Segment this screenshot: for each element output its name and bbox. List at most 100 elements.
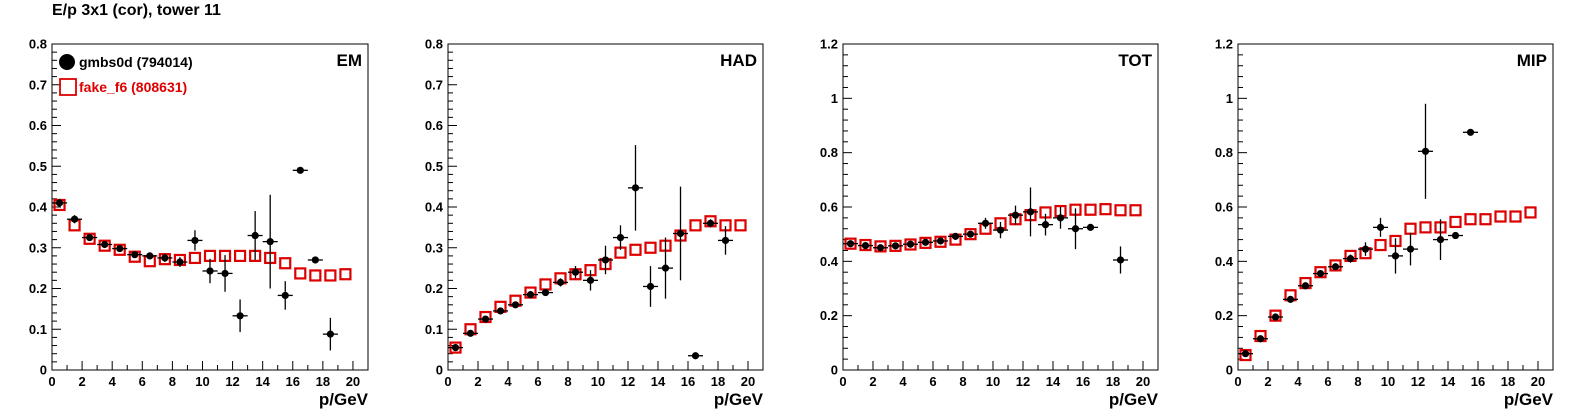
data-point-filled-circle bbox=[1271, 313, 1280, 321]
x-tick-label: 4 bbox=[899, 374, 907, 389]
data-point-open-square bbox=[1239, 348, 1252, 362]
y-tick-label: 0.2 bbox=[425, 281, 443, 296]
x-tick-label: 16 bbox=[1076, 374, 1090, 389]
page-title: E/p 3x1 (cor), tower 11 bbox=[52, 2, 221, 19]
data-point-filled-circle bbox=[1011, 211, 1020, 219]
x-tick-label: 0 bbox=[444, 374, 451, 389]
x-tick-label: 18 bbox=[316, 374, 330, 389]
panel-label: HAD bbox=[720, 51, 757, 70]
data-point-filled-circle bbox=[511, 301, 520, 309]
data-point-filled-circle bbox=[906, 240, 915, 248]
x-tick-label: 12 bbox=[1016, 374, 1030, 389]
data-point-filled-circle bbox=[936, 237, 945, 245]
x-tick-label: 6 bbox=[1324, 374, 1331, 389]
x-tick-label: 4 bbox=[109, 374, 117, 389]
data-point-filled-circle bbox=[631, 184, 640, 192]
x-tick-label: 2 bbox=[1264, 374, 1271, 389]
data-point-filled-circle bbox=[1376, 223, 1385, 231]
data-point-filled-circle bbox=[1086, 223, 1095, 231]
data-point-filled-circle bbox=[1361, 245, 1370, 253]
x-tick-label: 8 bbox=[959, 374, 966, 389]
x-tick-label: 8 bbox=[1354, 374, 1361, 389]
legend-marker-circle bbox=[59, 54, 75, 70]
data-point-filled-circle bbox=[526, 291, 535, 299]
y-tick-label: 1.2 bbox=[1215, 37, 1233, 52]
data-point-filled-circle bbox=[861, 241, 870, 250]
x-tick-label: 14 bbox=[651, 374, 666, 389]
data-point-filled-circle bbox=[676, 229, 685, 238]
panel-label: MIP bbox=[1517, 51, 1547, 70]
x-tick-label: 2 bbox=[78, 374, 85, 389]
data-point-filled-circle bbox=[706, 219, 715, 227]
y-tick-label: 0.4 bbox=[1215, 254, 1234, 269]
y-tick-label: 0.3 bbox=[425, 240, 443, 255]
data-point-filled-circle bbox=[221, 269, 229, 278]
data-point-open-square bbox=[339, 268, 352, 281]
data-point-filled-circle bbox=[131, 251, 139, 259]
data-point-filled-circle bbox=[101, 240, 109, 249]
data-point-open-square bbox=[324, 269, 337, 282]
data-point-open-square bbox=[1419, 221, 1432, 234]
x-tick-label: 10 bbox=[591, 374, 605, 389]
x-axis-title: p/GeV bbox=[319, 390, 369, 409]
data-point-open-square bbox=[1314, 266, 1327, 279]
y-tick-label: 0 bbox=[436, 363, 443, 378]
data-point-open-square bbox=[1269, 309, 1282, 322]
data-point-filled-circle bbox=[70, 215, 79, 223]
y-tick-label: 0.1 bbox=[425, 322, 443, 337]
y-tick-label: 0.8 bbox=[29, 37, 47, 52]
data-point-open-square bbox=[1329, 259, 1342, 272]
chart-panel-had: 0 2 4 6 8 10 12 14 16 18 20 0 0.1 0.2 0.3 0.4 0.5 0.6 0.7 0… bbox=[425, 37, 764, 410]
data-point-filled-circle bbox=[996, 226, 1005, 234]
x-tick-label: 0 bbox=[1234, 374, 1241, 389]
data-point-filled-circle bbox=[876, 244, 885, 252]
legend-label-gmbs0d: gmbs0d (794014) bbox=[79, 54, 193, 70]
data-point-filled-circle bbox=[1346, 255, 1355, 263]
y-tick-label: 0 bbox=[831, 363, 838, 378]
data-point-filled-circle bbox=[541, 288, 550, 297]
data-point-filled-circle bbox=[616, 233, 625, 242]
data-point-filled-circle bbox=[921, 238, 930, 246]
x-tick-label: 14 bbox=[1441, 374, 1456, 389]
data-point-filled-circle bbox=[966, 230, 975, 238]
data-point-filled-circle bbox=[451, 343, 460, 352]
x-tick-label: 20 bbox=[346, 374, 360, 389]
y-tick-label: 0.2 bbox=[29, 281, 47, 296]
y-tick-label: 0.5 bbox=[29, 159, 47, 174]
data-point-filled-circle bbox=[981, 219, 990, 227]
data-point-filled-circle bbox=[266, 238, 274, 246]
data-point-filled-circle bbox=[601, 256, 610, 264]
x-axis-title: p/GeV bbox=[1504, 390, 1554, 409]
data-point-filled-circle bbox=[1466, 128, 1475, 136]
x-tick-label: 18 bbox=[1501, 374, 1515, 389]
x-tick-label: 20 bbox=[1136, 374, 1150, 389]
x-tick-label: 12 bbox=[1411, 374, 1425, 389]
data-point-filled-circle bbox=[646, 282, 655, 291]
x-tick-label: 12 bbox=[225, 374, 239, 389]
data-point-filled-circle bbox=[691, 352, 700, 360]
data-point-open-square bbox=[874, 240, 887, 253]
x-tick-label: 8 bbox=[564, 374, 571, 389]
data-point-filled-circle bbox=[1041, 221, 1050, 229]
data-point-filled-circle bbox=[1331, 263, 1340, 271]
x-tick-label: 0 bbox=[48, 374, 55, 389]
data-point-open-square bbox=[1374, 238, 1387, 252]
y-tick-label: 0.8 bbox=[425, 37, 443, 52]
data-point-filled-circle bbox=[891, 242, 900, 250]
data-point-filled-circle bbox=[176, 258, 184, 266]
data-point-filled-circle bbox=[481, 315, 490, 323]
x-tick-label: 12 bbox=[621, 374, 635, 389]
x-tick-label: 4 bbox=[504, 374, 512, 389]
data-point-filled-circle bbox=[191, 236, 199, 245]
data-point-filled-circle bbox=[1451, 231, 1460, 240]
data-point-filled-circle bbox=[86, 233, 94, 242]
data-point-filled-circle bbox=[206, 267, 214, 275]
data-point-filled-circle bbox=[1026, 208, 1035, 216]
data-point-open-square bbox=[1084, 203, 1097, 216]
data-point-filled-circle bbox=[1436, 236, 1445, 244]
chart-panel-em: 0 2 4 6 8 10 12 14 16 18 20 0 0.1 0.2 0.3 0.4 0.5 0.6 0.7 0… bbox=[29, 37, 369, 410]
data-point-filled-circle bbox=[326, 330, 334, 338]
data-point-filled-circle bbox=[55, 199, 64, 207]
data-point-open-square bbox=[1404, 222, 1417, 235]
